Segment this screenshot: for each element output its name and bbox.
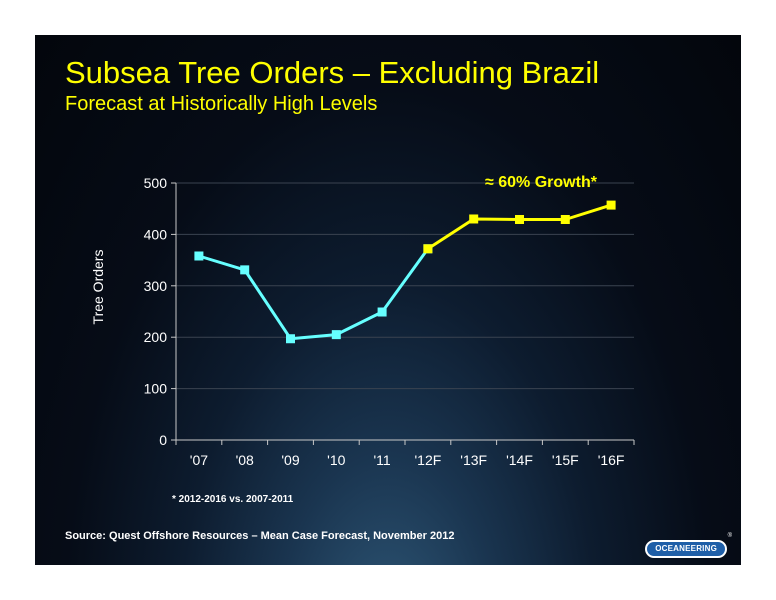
data-point-1	[331, 330, 341, 340]
y-tick-label: 300	[144, 278, 168, 294]
slide-title: Subsea Tree Orders – Excluding Brazil	[65, 55, 600, 90]
data-point-2	[606, 200, 616, 210]
footnote: * 2012-2016 vs. 2007-2011	[172, 494, 294, 505]
series-line-2	[427, 203, 612, 251]
data-point-2	[469, 214, 479, 224]
x-tick-label: '11	[373, 452, 390, 468]
x-tick-label: '13F	[460, 452, 487, 468]
x-tick-label: '14F	[506, 452, 533, 468]
x-tick-label: '07	[190, 452, 208, 468]
source-note: Source: Quest Offshore Resources – Mean …	[65, 530, 455, 542]
x-tick-label: '16F	[598, 452, 625, 468]
data-point-1	[377, 307, 387, 317]
data-point-1	[240, 265, 250, 275]
data-point-2	[515, 214, 524, 224]
x-tick-label: '08	[236, 452, 254, 468]
registered-mark: ®	[727, 533, 732, 539]
x-tick-label: '12F	[415, 452, 442, 468]
x-tick-labels: '07 '08 '09 '10 '11 '12F '13F '14F '15F '16F	[190, 452, 625, 468]
y-tick-label: 200	[144, 329, 168, 345]
data-point-2	[423, 244, 433, 254]
oceaneering-logo: OCEANEERING	[645, 540, 727, 558]
x-tick-label: '15F	[552, 452, 579, 468]
y-axis-label: Tree Orders	[90, 250, 106, 325]
axes	[171, 182, 635, 445]
y-tick-label: 100	[144, 381, 168, 397]
y-tick-label: 0	[159, 432, 167, 448]
data-point-1	[286, 334, 295, 344]
growth-annotation: ≈ 60% Growth*	[485, 174, 598, 191]
line-chart: 0 100 200 300 400 500 '07 '08 '09 '10 '11 '12F '13F…	[90, 174, 635, 505]
slide: Subsea Tree Orders – Excluding Brazil Fo…	[35, 35, 741, 565]
series-line-1	[198, 247, 430, 341]
x-tick-label: '10	[327, 452, 345, 468]
gridlines	[176, 182, 634, 390]
y-tick-label: 400	[144, 226, 168, 242]
series	[194, 200, 616, 344]
slide-subtitle: Forecast at Historically High Levels	[65, 93, 378, 115]
data-point-2	[560, 214, 570, 224]
x-tick-label: '09	[281, 452, 299, 468]
y-tick-labels: 0 100 200 300 400 500	[144, 175, 168, 448]
y-tick-label: 500	[144, 175, 168, 191]
data-point-1	[194, 251, 204, 261]
